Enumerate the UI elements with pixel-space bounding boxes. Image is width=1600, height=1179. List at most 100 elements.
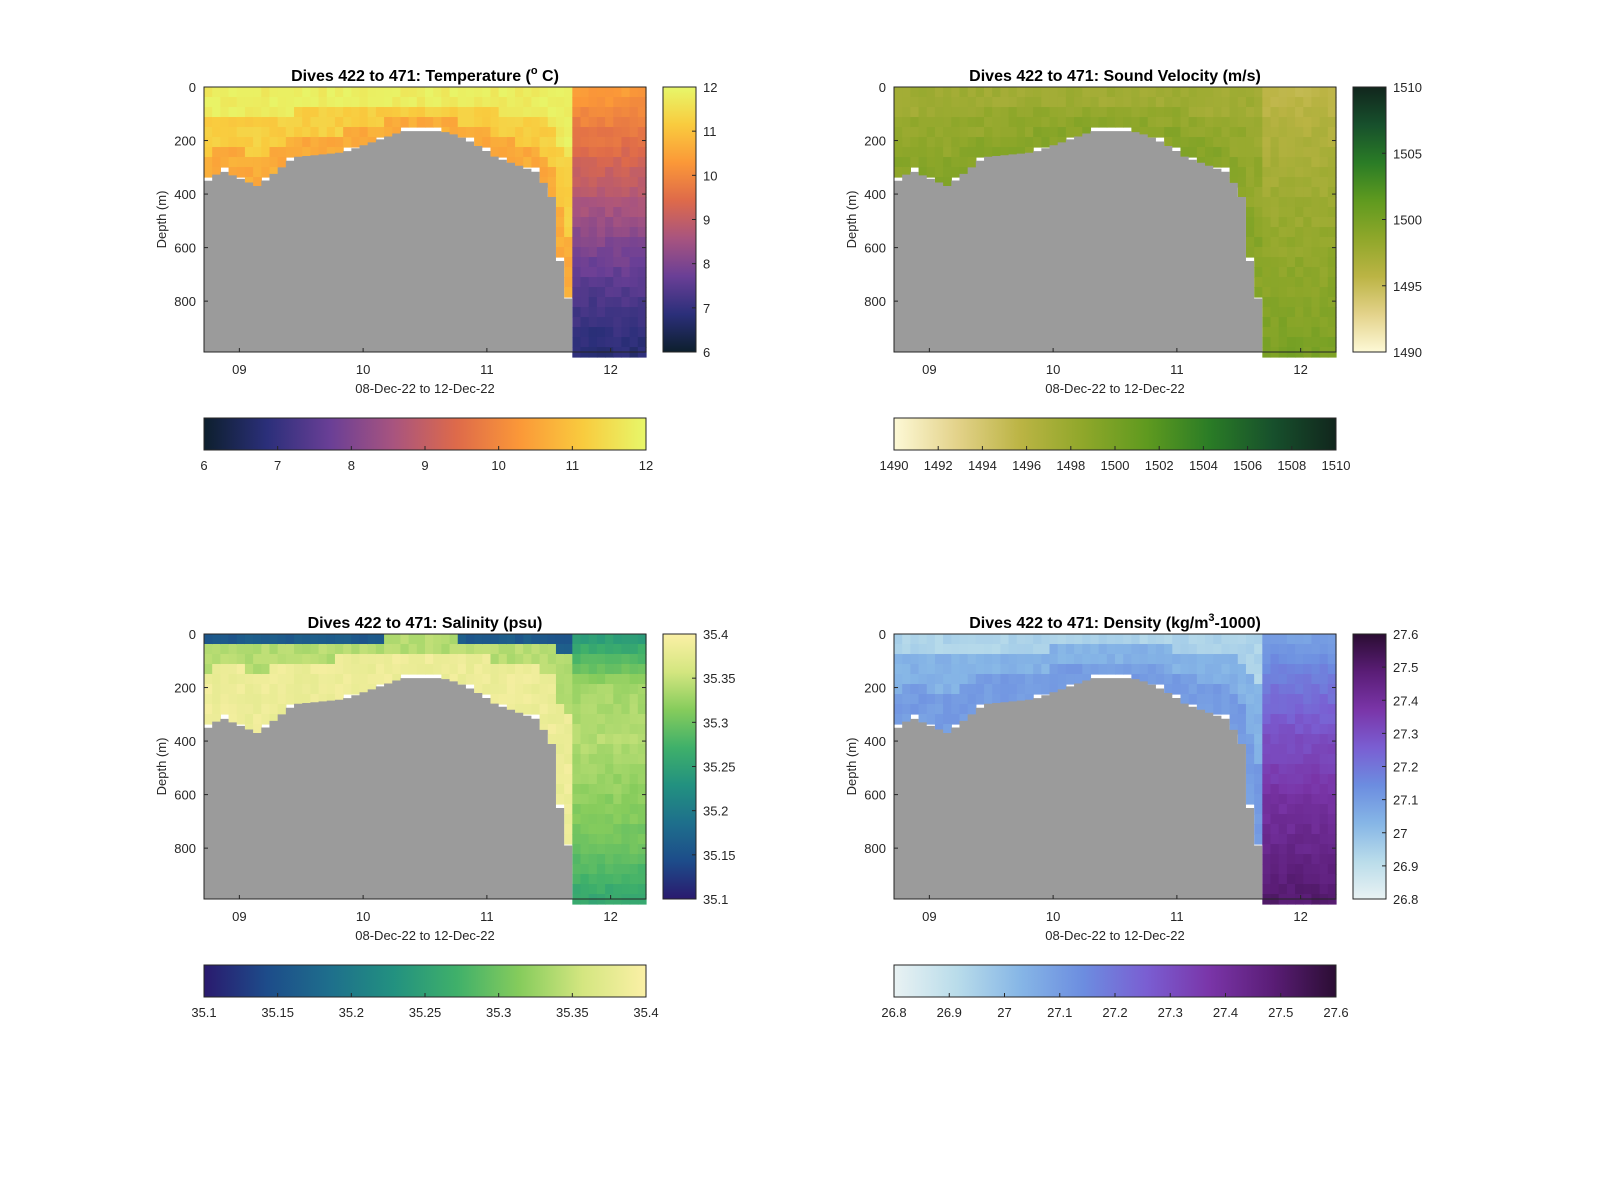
- heatmap-cell: [1270, 764, 1280, 775]
- colorbar-bottom-tick-label: 7: [274, 458, 281, 473]
- heatmap-cell: [523, 107, 533, 118]
- heatmap-cell: [204, 107, 213, 118]
- heatmap-cell: [384, 107, 393, 118]
- heatmap-cell: [588, 157, 598, 168]
- heatmap-cell: [1123, 634, 1132, 645]
- heatmap-cell: [637, 247, 647, 258]
- heatmap-cell: [1303, 874, 1313, 885]
- heatmap-cell: [482, 664, 492, 675]
- y-tick-label: 200: [864, 681, 886, 696]
- heatmap-cell: [588, 327, 598, 338]
- heatmap-cell: [302, 684, 312, 695]
- heatmap-cell: [1049, 664, 1059, 675]
- heatmap-cell: [572, 654, 582, 665]
- heatmap-cell: [1098, 107, 1108, 118]
- heatmap-cell: [326, 664, 336, 675]
- heatmap-cell: [1147, 664, 1157, 675]
- colorbar-bottom-tick-label: 1504: [1189, 458, 1218, 473]
- heatmap-cell: [1295, 734, 1304, 745]
- heatmap-cell: [294, 674, 303, 685]
- heatmap-cell: [334, 694, 344, 705]
- heatmap-cell: [637, 257, 647, 268]
- heatmap-cell: [253, 724, 262, 735]
- heatmap-cell: [212, 117, 221, 128]
- heatmap-cell: [375, 107, 385, 118]
- heatmap-cell: [1237, 704, 1247, 715]
- heatmap-cell: [1164, 634, 1173, 645]
- heatmap-cell: [1254, 287, 1263, 298]
- heatmap-cell: [629, 684, 639, 695]
- heatmap-cell: [1262, 317, 1272, 328]
- heatmap-cell: [629, 217, 639, 228]
- heatmap-cell: [343, 87, 352, 98]
- heatmap-cell: [236, 87, 246, 98]
- colorbar-bottom-tick-label: 27.2: [1102, 1005, 1127, 1020]
- plot-axes: [893, 633, 1337, 900]
- heatmap-cell: [1319, 844, 1329, 855]
- heatmap-cell: [1131, 117, 1141, 128]
- heatmap-cell: [564, 824, 573, 835]
- heatmap-cell: [934, 167, 944, 178]
- heatmap-cell: [1057, 127, 1067, 138]
- heatmap-cell: [1016, 117, 1026, 128]
- heatmap-cell: [1262, 137, 1272, 148]
- heatmap-cell: [1311, 237, 1321, 248]
- heatmap-cell: [539, 137, 549, 148]
- heatmap-cell: [220, 127, 230, 138]
- heatmap-cell: [1270, 297, 1280, 308]
- heatmap-cell: [1221, 644, 1231, 655]
- heatmap-cell: [498, 137, 508, 148]
- heatmap-cell: [433, 107, 442, 118]
- heatmap-cell: [613, 724, 623, 735]
- heatmap-cell: [588, 87, 598, 98]
- heatmap-cell: [1262, 87, 1272, 98]
- heatmap-cell: [1327, 654, 1337, 665]
- colorbar-right-tick-label: 10: [703, 168, 717, 183]
- heatmap-cell: [1303, 227, 1313, 238]
- heatmap-cell: [490, 634, 500, 645]
- heatmap-cell: [244, 704, 254, 715]
- heatmap-cell: [1237, 684, 1247, 695]
- heatmap-cell: [1286, 187, 1296, 198]
- heatmap-cell: [1164, 137, 1173, 148]
- heatmap-cell: [334, 654, 344, 665]
- heatmap-cell: [334, 87, 344, 98]
- y-tick-label: 200: [864, 134, 886, 149]
- heatmap-cell: [1049, 117, 1059, 128]
- heatmap-cell: [1303, 207, 1313, 218]
- heatmap-cell: [1286, 644, 1296, 655]
- heatmap-cell: [902, 147, 911, 158]
- heatmap-cell: [269, 644, 279, 655]
- heatmap-cell: [555, 774, 565, 785]
- heatmap-cell: [1106, 664, 1116, 675]
- heatmap-cell: [1049, 97, 1059, 108]
- heatmap-cell: [441, 664, 451, 675]
- y-tick-label: 400: [174, 187, 196, 202]
- heatmap-cell: [384, 664, 393, 675]
- heatmap-cell: [629, 754, 639, 765]
- heatmap-cell: [596, 217, 606, 228]
- colorbar-right: [662, 633, 697, 900]
- heatmap-cell: [1295, 217, 1304, 228]
- heatmap-cell: [220, 674, 230, 685]
- heatmap-cell: [1319, 764, 1329, 775]
- heatmap-cell: [588, 137, 598, 148]
- heatmap-cell: [1327, 664, 1337, 675]
- heatmap-cell: [1188, 127, 1198, 138]
- heatmap-cell: [1123, 664, 1132, 675]
- heatmap-cell: [302, 117, 312, 128]
- heatmap-cell: [1213, 704, 1223, 715]
- heatmap-cell: [605, 774, 614, 785]
- heatmap-cell: [1319, 127, 1329, 138]
- heatmap-cell: [1327, 177, 1337, 188]
- heatmap-cell: [1303, 684, 1313, 695]
- heatmap-cell: [1205, 137, 1214, 148]
- heatmap-cell: [959, 664, 969, 675]
- heatmap-cell: [1286, 127, 1296, 138]
- heatmap-cell: [572, 147, 582, 158]
- heatmap-cell: [1106, 97, 1116, 108]
- heatmap-cell: [531, 147, 541, 158]
- heatmap-cell: [572, 804, 582, 815]
- heatmap-cell: [1237, 97, 1247, 108]
- heatmap-cell: [1057, 634, 1067, 645]
